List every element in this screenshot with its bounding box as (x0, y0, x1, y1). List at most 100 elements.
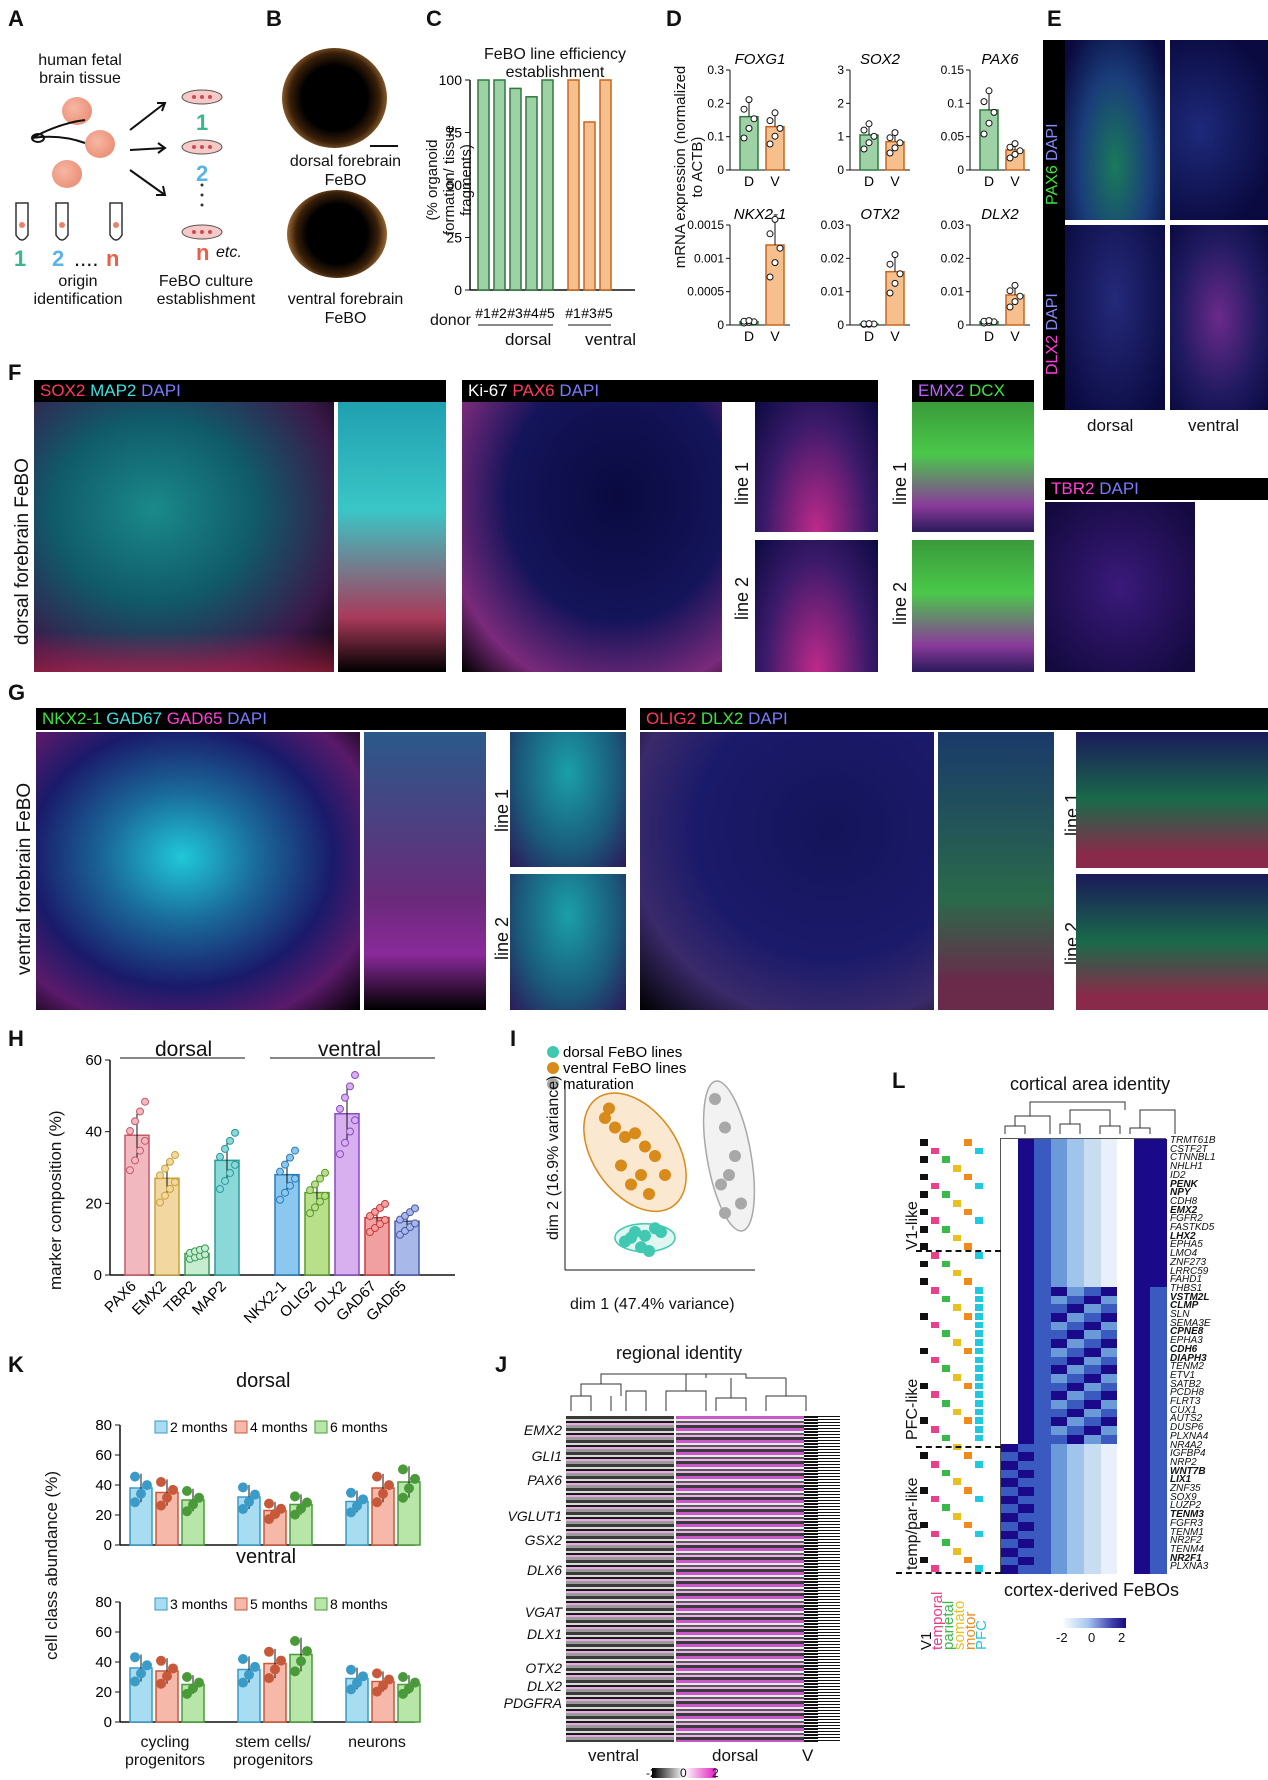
l-heatmap-cell (1084, 1260, 1102, 1270)
l-heatmap-cell (1034, 1487, 1052, 1497)
l-heatmap-cell (1001, 1304, 1019, 1314)
l-heatmap-cell (1133, 1504, 1151, 1514)
l-heatmap-cell (1001, 1260, 1019, 1270)
l-heatmap-cell (1117, 1469, 1135, 1479)
l-annotation-cell (975, 1365, 983, 1372)
l-heatmap-cell (1150, 1504, 1168, 1514)
l-heatmap-cell (1034, 1408, 1052, 1418)
l-annotation-cell (931, 1217, 939, 1224)
l-heatmap-cell (1100, 1452, 1118, 1462)
l-heatmap-cell (1017, 1226, 1035, 1236)
l-annotation-cell (953, 1408, 961, 1416)
data-point (865, 120, 873, 128)
data-point (771, 109, 779, 117)
l-heatmap-cell (1084, 1286, 1102, 1297)
l-heatmap-cell (1001, 1417, 1019, 1427)
data-point (182, 1486, 192, 1496)
l-heatmap-cell (1100, 1478, 1118, 1488)
l-heatmap-cell (1133, 1530, 1151, 1540)
l-heatmap-cell (1084, 1417, 1102, 1427)
l-heatmap-cell (1117, 1478, 1135, 1488)
l-gene-label: NR4A2 (1170, 1439, 1203, 1451)
data-point (231, 1160, 239, 1169)
l-annotation-cell (975, 1295, 983, 1303)
l-heatmap-cell (1100, 1165, 1118, 1175)
l-heatmap-cell (1150, 1156, 1168, 1166)
l-heatmap-cell (1017, 1252, 1035, 1262)
l-heatmap-cell (1150, 1347, 1168, 1357)
l-heatmap-cell (1084, 1226, 1102, 1236)
l-heatmap-cell (1001, 1286, 1019, 1297)
data-point (891, 251, 899, 259)
l-heatmap-cell (1034, 1443, 1052, 1453)
l-heatmap-cell (1084, 1295, 1102, 1305)
l-annotation-cell (953, 1269, 961, 1277)
l-annotation-cell (931, 1426, 939, 1433)
l-heatmap-cell (1034, 1295, 1052, 1305)
l-heatmap-cell (1050, 1260, 1068, 1270)
l-gene-label: LMO4 (1170, 1248, 1198, 1260)
data-point (281, 1160, 289, 1169)
l-heatmap-cell (1017, 1565, 1035, 1575)
l-heatmap-cell (1001, 1147, 1019, 1157)
l-heatmap-cell (1100, 1321, 1118, 1331)
data-point (980, 98, 988, 106)
l-heatmap-cell (1133, 1434, 1151, 1444)
f2-header: Ki-67 PAX6 DAPI (462, 380, 878, 402)
l-heatmap-cell (1084, 1304, 1102, 1314)
l-heatmap-cell (1150, 1269, 1168, 1279)
x-tick-label: D (744, 328, 754, 344)
h-ventral-label: ventral (318, 1038, 382, 1061)
l-heatmap-cell (1034, 1530, 1052, 1540)
l-heatmap-cell (1084, 1182, 1102, 1192)
data-point (226, 1136, 234, 1145)
l-heatmap-cell (1084, 1495, 1102, 1505)
x-tick-label: #3 (581, 305, 597, 321)
l-divider (916, 1250, 1001, 1252)
pax6-ventral-image (1170, 40, 1268, 220)
l-heatmap-cell (1133, 1487, 1151, 1497)
k-cat: neurons (348, 1734, 406, 1751)
l-heatmap-cell (1034, 1147, 1052, 1157)
y-tick-label: 60 (85, 1052, 102, 1069)
l-annotation-cell (975, 1417, 983, 1425)
l-gene-label: FGFR3 (1170, 1517, 1203, 1529)
data-point (1011, 281, 1019, 289)
x-tick-label: V (770, 328, 780, 344)
l-heatmap-cell (1001, 1252, 1019, 1262)
l-heatmap-cell (1117, 1382, 1135, 1392)
l-annotation-cell (920, 1173, 928, 1181)
l-heatmap-cell (1067, 1313, 1085, 1323)
data-point (321, 1191, 329, 1200)
l-heatmap-cell (1017, 1330, 1035, 1340)
l-annotation-cell (964, 1173, 972, 1181)
l-gene-label: IGFBP4 (1170, 1448, 1206, 1460)
data-point (131, 1117, 139, 1126)
data-point (162, 1492, 172, 1503)
l-temp-label: temp/par-like (904, 1477, 921, 1570)
l-heatmap-cell (1001, 1539, 1019, 1549)
data-point (311, 1203, 319, 1212)
data-point (341, 1138, 349, 1147)
l-annotation-cell (931, 1252, 939, 1259)
l-heatmap-cell (1017, 1147, 1035, 1157)
l-heatmap-cell (1067, 1260, 1085, 1270)
data-point (156, 1477, 166, 1487)
data-point (358, 1494, 368, 1505)
l-heatmap-cell (1117, 1243, 1135, 1253)
data-point (244, 1669, 254, 1680)
nkx-gad-image (36, 732, 360, 1010)
l-heatmap-cell (1017, 1365, 1035, 1375)
l-heatmap-cell (1034, 1304, 1052, 1314)
data-point (311, 1180, 319, 1189)
data-point (886, 134, 894, 142)
y-tick-label: 20 (95, 1507, 112, 1524)
data-point (306, 1186, 314, 1195)
data-point (161, 1164, 169, 1173)
l-heatmap-cell (1017, 1217, 1035, 1227)
l-heatmap-cell (1133, 1286, 1151, 1297)
l-heatmap-cell (1084, 1165, 1102, 1175)
l-heatmap-cell (1117, 1417, 1135, 1427)
side-strip (1043, 40, 1065, 410)
